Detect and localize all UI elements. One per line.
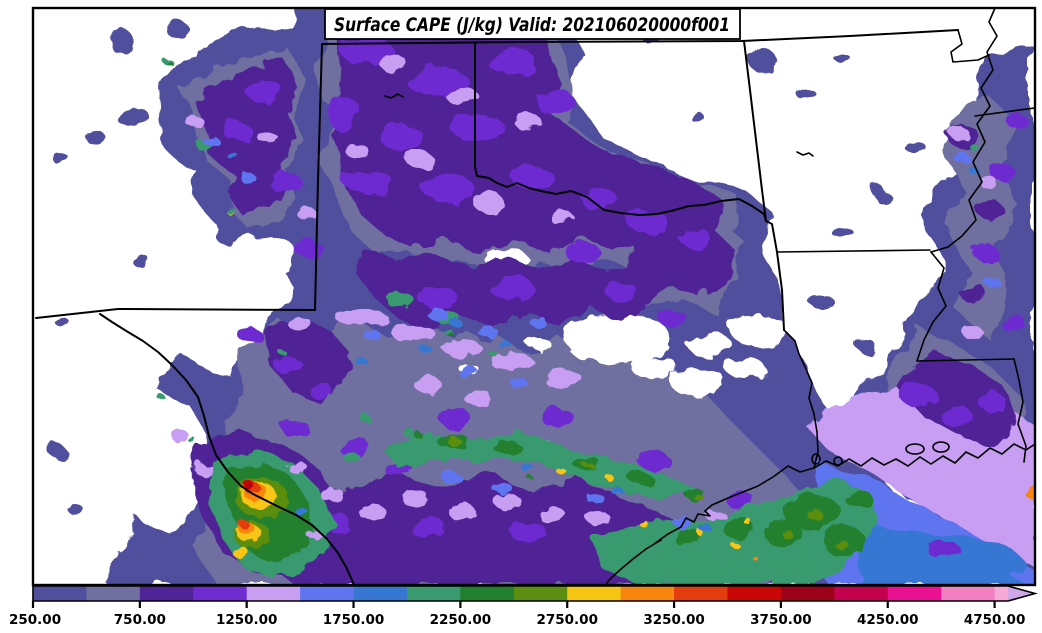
colorbar-tick-label: 1750.00 bbox=[323, 612, 385, 628]
title-box: Surface CAPE (J/kg) Valid: 202106020000f… bbox=[324, 8, 741, 40]
colorbar-extend-arrow bbox=[1008, 586, 1035, 601]
sabine-lake bbox=[811, 453, 821, 465]
border-ar-la-33n bbox=[776, 249, 931, 253]
border-tx-nm-32n bbox=[117, 308, 316, 311]
colorbar-segment bbox=[33, 586, 88, 601]
map-title: Surface CAPE (J/kg) Valid: 202106020000f… bbox=[334, 14, 730, 36]
border-rio-grande bbox=[99, 313, 355, 585]
colorbar-segment bbox=[353, 586, 408, 601]
colorbar-tick-label: 4250.00 bbox=[857, 612, 919, 628]
lake-meredith bbox=[384, 93, 404, 99]
cape-speckles bbox=[158, 59, 1000, 540]
border-tn-ms bbox=[974, 107, 1035, 117]
colorbar-tick-label: 3250.00 bbox=[643, 612, 705, 628]
colorbar-segment bbox=[86, 586, 141, 601]
colorbar-segment bbox=[887, 586, 942, 601]
lake-maurepas bbox=[932, 441, 950, 453]
colorbar-segment bbox=[674, 586, 729, 601]
colorbar-segment bbox=[994, 586, 1008, 601]
colorbar-segment bbox=[567, 586, 622, 601]
cape-layer-3750 bbox=[247, 483, 251, 487]
border-sabine-river bbox=[783, 329, 819, 469]
border-ks-mo bbox=[321, 29, 959, 45]
map-frame bbox=[31, 6, 1037, 587]
calcasieu-lake bbox=[833, 456, 843, 466]
colorbar-segment bbox=[406, 586, 461, 601]
border-la-ms-31n bbox=[916, 358, 1015, 362]
border-mo-bootheel bbox=[950, 29, 990, 63]
colorbar-tick-label: 3750.00 bbox=[750, 612, 812, 628]
coastline-texas bbox=[604, 465, 815, 585]
border-tx-nm-103w bbox=[314, 43, 323, 311]
colorbar-segment bbox=[246, 586, 301, 601]
lake-eufaula bbox=[796, 151, 814, 157]
border-pearl-river bbox=[1013, 358, 1027, 463]
colorbar-segment bbox=[620, 586, 675, 601]
colorbar-tick-label: 4750.00 bbox=[964, 612, 1026, 628]
colorbar-segment bbox=[513, 586, 568, 601]
border-la-ms-river bbox=[916, 251, 947, 362]
state-borders bbox=[35, 8, 1035, 585]
colorbar-segment bbox=[300, 586, 355, 601]
border-red-river bbox=[474, 166, 767, 222]
coastline-louisiana bbox=[813, 443, 1035, 469]
colorbar-segment bbox=[460, 586, 515, 601]
colorbar-tick-label: 2250.00 bbox=[430, 612, 492, 628]
colorbar-segment bbox=[780, 586, 835, 601]
border-ok-mo-ar bbox=[743, 40, 767, 222]
border-mississippi-river bbox=[930, 8, 998, 253]
lake-pontchartrain bbox=[905, 443, 925, 455]
cape-field bbox=[33, 8, 1035, 585]
colorbar-segment bbox=[193, 586, 248, 601]
colorbar-tick-label: 1250.00 bbox=[216, 612, 278, 628]
colorbar-tick-label: 250.00 bbox=[9, 612, 61, 628]
colorbar: 250.00 750.00 1250.00 1750.00 2250.00 2750.00… bbox=[9, 585, 1038, 628]
colorbar-tick-label: 2750.00 bbox=[536, 612, 598, 628]
colorbar-segment bbox=[727, 586, 782, 601]
border-nm-mexico bbox=[35, 308, 119, 319]
colorbar-segment bbox=[139, 586, 194, 601]
colorbar-border bbox=[32, 585, 1038, 602]
colorbar-segment bbox=[834, 586, 889, 601]
colorbar-segment bbox=[941, 586, 996, 601]
colorbar-tick-label: 750.00 bbox=[114, 612, 166, 628]
